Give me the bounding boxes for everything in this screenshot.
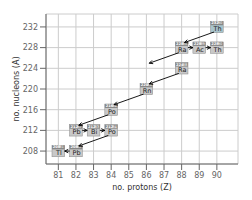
html-text:208 82: 208 82: [70, 145, 82, 150]
svg-text:216: 216: [23, 106, 38, 115]
svg-text:87: 87: [159, 171, 169, 180]
svg-text:Ra: Ra: [178, 66, 186, 74]
svg-text:Th: Th: [213, 24, 222, 33]
svg-text:no. nucleons (A): no. nucleons (A): [12, 57, 21, 122]
svg-text:Ra: Ra: [178, 46, 186, 54]
svg-text:Pb: Pb: [73, 128, 81, 136]
svg-text:Th: Th: [212, 46, 221, 54]
svg-text:no. protons (Z): no. protons (Z): [112, 183, 172, 192]
svg-text:85: 85: [124, 171, 134, 180]
svg-text:Tl: Tl: [55, 149, 62, 157]
html-text:208 81: 208 81: [52, 145, 64, 150]
html-text:228 88: 228 88: [176, 41, 188, 46]
svg-text:82: 82: [71, 171, 81, 180]
html-text:228 90: 228 90: [211, 41, 223, 46]
html-text:228 89: 228 89: [193, 41, 205, 46]
svg-text:208: 208: [23, 147, 38, 156]
svg-text:232: 232: [23, 23, 38, 32]
svg-text:Pb: Pb: [73, 149, 81, 157]
svg-text:224: 224: [23, 64, 38, 73]
svg-text:83: 83: [88, 171, 98, 180]
html-text:216 84: 216 84: [105, 104, 117, 108]
html-text:220 86: 220 86: [140, 83, 152, 88]
html-text:212 82: 212 82: [70, 124, 82, 129]
svg-text:88: 88: [177, 171, 187, 180]
html-text:212 83: 212 83: [88, 124, 100, 129]
svg-text:81: 81: [53, 171, 63, 180]
svg-text:90: 90: [212, 171, 222, 180]
svg-text:Rn: Rn: [143, 87, 152, 95]
svg-text:84: 84: [106, 171, 116, 180]
svg-text:212: 212: [23, 126, 38, 135]
svg-text:89: 89: [194, 171, 204, 180]
svg-text:Po: Po: [108, 128, 116, 136]
svg-text:Po: Po: [108, 108, 116, 116]
svg-text:Ac: Ac: [196, 46, 204, 54]
html-text:232 90: 232 90: [211, 21, 223, 26]
svg-text:228: 228: [23, 43, 38, 52]
html-text:212 84: 212 84: [105, 124, 117, 129]
svg-text:Bi: Bi: [91, 128, 97, 136]
svg-text:86: 86: [141, 171, 151, 180]
svg-text:220: 220: [23, 85, 38, 94]
html-text:224 88: 224 88: [176, 62, 188, 67]
